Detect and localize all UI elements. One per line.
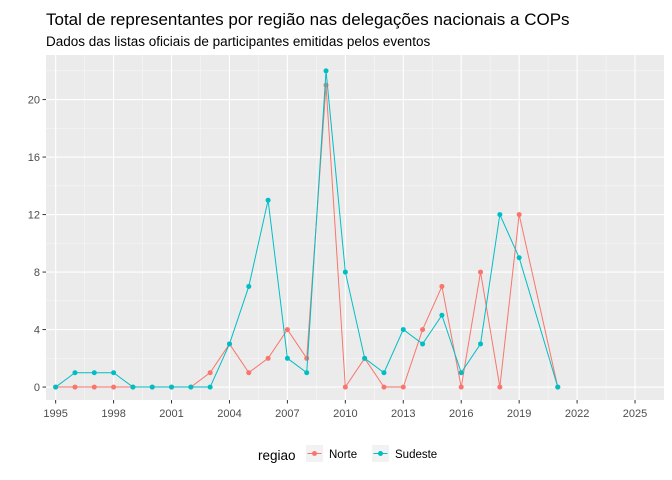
point-norte xyxy=(497,384,503,390)
y-tick-label: 4 xyxy=(34,325,40,337)
point-norte xyxy=(420,327,426,333)
x-tick-label: 2013 xyxy=(391,408,415,420)
series-layer xyxy=(53,68,561,390)
point-norte xyxy=(400,384,406,390)
point-sudeste xyxy=(284,355,290,361)
point-sudeste xyxy=(304,370,310,376)
point-norte xyxy=(304,355,310,361)
point-sudeste xyxy=(362,355,368,361)
point-sudeste xyxy=(188,384,194,390)
x-tick-label: 1998 xyxy=(101,408,125,420)
x-tick-label: 2025 xyxy=(623,408,647,420)
point-norte xyxy=(284,327,290,333)
point-sudeste xyxy=(91,370,97,376)
point-norte xyxy=(342,384,348,390)
point-norte xyxy=(439,283,445,289)
point-sudeste xyxy=(497,212,503,218)
series-line-sudeste xyxy=(55,70,559,388)
point-norte xyxy=(516,212,522,218)
point-norte xyxy=(72,384,78,390)
y-tick-label: 12 xyxy=(28,210,40,222)
y-tick-label: 0 xyxy=(34,382,40,394)
chart-title: Total de representantes por região nas d… xyxy=(46,10,570,29)
point-sudeste xyxy=(53,384,59,390)
x-tick-label: 2016 xyxy=(449,408,473,420)
x-tick-label: 2001 xyxy=(159,408,183,420)
x-tick-label: 1995 xyxy=(43,408,67,420)
point-norte xyxy=(381,384,387,390)
x-axis: 1995 1998 2001 2004 2007 2010 2013 2016 2019 2022… xyxy=(43,400,647,420)
legend: regiao Norte Sudeste xyxy=(258,445,437,463)
point-sudeste xyxy=(246,283,252,289)
point-sudeste xyxy=(342,269,348,275)
point-sudeste xyxy=(72,370,78,376)
y-tick-label: 8 xyxy=(34,267,40,279)
point-sudeste xyxy=(149,384,155,390)
point-norte xyxy=(111,384,117,390)
point-sudeste xyxy=(420,341,426,347)
x-tick-label: 2007 xyxy=(275,408,299,420)
point-norte xyxy=(207,370,213,376)
point-sudeste xyxy=(381,370,387,376)
x-tick-label: 2022 xyxy=(565,408,589,420)
grid-major xyxy=(46,55,664,400)
point-norte xyxy=(458,384,464,390)
point-sudeste xyxy=(111,370,117,376)
y-axis: 0 4 8 12 16 20 xyxy=(28,95,46,394)
chart-subtitle: Dados das listas oficiais de participant… xyxy=(46,34,430,49)
x-tick-label: 2004 xyxy=(217,408,241,420)
x-tick-label: 2010 xyxy=(333,408,357,420)
point-sudeste xyxy=(265,197,271,203)
x-tick-label: 2019 xyxy=(507,408,531,420)
point-sudeste xyxy=(323,68,329,74)
legend-label-norte: Norte xyxy=(329,449,357,461)
legend-key-point-sudeste xyxy=(378,451,383,456)
point-norte xyxy=(265,355,271,361)
point-norte xyxy=(246,370,252,376)
point-sudeste xyxy=(555,384,561,390)
point-sudeste xyxy=(516,255,522,261)
point-norte xyxy=(91,384,97,390)
legend-key-point-norte xyxy=(312,451,317,456)
y-tick-label: 16 xyxy=(28,152,40,164)
point-sudeste xyxy=(478,341,484,347)
plot-panel xyxy=(46,55,664,400)
point-sudeste xyxy=(207,384,213,390)
point-norte xyxy=(478,269,484,275)
point-sudeste xyxy=(226,341,232,347)
legend-title: regiao xyxy=(258,448,296,463)
point-sudeste xyxy=(439,312,445,318)
point-sudeste xyxy=(130,384,136,390)
point-sudeste xyxy=(400,327,406,333)
legend-label-sudeste: Sudeste xyxy=(395,449,437,461)
y-tick-label: 20 xyxy=(28,95,40,107)
point-sudeste xyxy=(458,370,464,376)
point-sudeste xyxy=(169,384,175,390)
